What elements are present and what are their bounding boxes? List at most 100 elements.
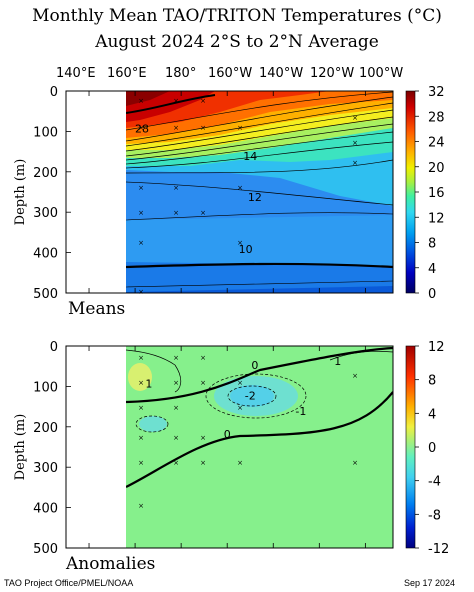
y-tick-label: 400	[33, 502, 58, 517]
svg-text:×: ×	[138, 184, 144, 192]
colorbar-tick-label: 8	[428, 374, 436, 389]
svg-text:×: ×	[200, 434, 206, 442]
svg-text:×: ×	[173, 124, 179, 132]
y-tick-label: 500	[33, 542, 58, 557]
svg-text:×: ×	[138, 124, 144, 132]
colorbar-tick-label: 4	[428, 407, 436, 422]
svg-text:×: ×	[173, 459, 179, 467]
y-tick-label: 300	[33, 206, 58, 221]
svg-text:×: ×	[138, 459, 144, 467]
svg-text:×: ×	[138, 502, 144, 510]
svg-text:×: ×	[237, 379, 243, 387]
y-tick-label: 0	[50, 85, 58, 100]
svg-text:×: ×	[173, 209, 179, 217]
x-tick-label-140w: 140°W	[259, 66, 304, 81]
colorbar-tick-label: 28	[428, 110, 445, 125]
svg-text:×: ×	[138, 239, 144, 247]
svg-text:×: ×	[200, 209, 206, 217]
svg-text:×: ×	[352, 159, 358, 167]
contour-label: 12	[248, 191, 262, 204]
svg-text:×: ×	[138, 97, 144, 105]
x-tick-label-140e: 140°E	[56, 66, 96, 81]
colorbar-tick-label: -12	[428, 542, 449, 557]
y-tick-label: 0	[50, 340, 58, 355]
svg-text:×: ×	[352, 372, 358, 380]
anomalies-station-markers: × × × × × × × × × × × × × × × × × × × ×	[138, 354, 358, 510]
chart-title-line2: August 2024 2°S to 2°N Average	[95, 32, 379, 52]
svg-text:×: ×	[173, 184, 179, 192]
anomalies-panel: × × × × × × × × × × × × × × × × × × × ×	[65, 345, 394, 549]
colorbar-tick-label: 20	[428, 161, 445, 176]
svg-text:×: ×	[138, 288, 144, 296]
svg-text:×: ×	[173, 354, 179, 362]
y-tick-label: 400	[33, 247, 58, 262]
contour-label: -1	[295, 405, 306, 418]
colorbar-tick-label: -8	[428, 508, 441, 523]
svg-text:×: ×	[173, 97, 179, 105]
colorbar-tick-label: 32	[428, 85, 445, 100]
means-y-axis-label: Depth (m)	[13, 159, 28, 226]
anomalies-field	[126, 346, 393, 548]
x-tick-label-160w: 160°W	[208, 66, 253, 81]
svg-text:×: ×	[352, 139, 358, 147]
svg-text:×: ×	[200, 124, 206, 132]
footer-date: Sep 17 2024	[404, 578, 456, 588]
svg-text:×: ×	[138, 379, 144, 387]
svg-text:×: ×	[237, 124, 243, 132]
svg-text:×: ×	[352, 114, 358, 122]
y-tick-label: 300	[33, 461, 58, 476]
means-panel: × × × × × × × × × × × × × × × × × × ×	[65, 90, 394, 296]
y-tick-label: 200	[33, 421, 58, 436]
svg-text:×: ×	[138, 404, 144, 412]
colorbar-tick-label: 0	[428, 287, 436, 302]
svg-text:×: ×	[173, 404, 179, 412]
x-tick-label-120w: 120°W	[310, 66, 355, 81]
svg-text:×: ×	[138, 354, 144, 362]
means-field	[126, 91, 393, 293]
anomalies-y-axis-label: Depth (m)	[13, 414, 28, 481]
svg-text:×: ×	[200, 97, 206, 105]
y-tick-label: 500	[33, 287, 58, 302]
y-tick-label: 100	[33, 125, 58, 140]
svg-text:×: ×	[237, 459, 243, 467]
contour-label: 1	[145, 377, 152, 390]
svg-text:×: ×	[200, 379, 206, 387]
colorbar-tick-label: 12	[428, 340, 445, 355]
contour-label: 14	[243, 150, 257, 163]
svg-text:×: ×	[173, 379, 179, 387]
svg-text:×: ×	[138, 209, 144, 217]
contour-label: 10	[239, 243, 253, 256]
y-tick-label: 200	[33, 166, 58, 181]
contour-label: 0	[224, 428, 231, 441]
anomalies-panel-label: Anomalies	[65, 554, 155, 574]
y-tick-label: 100	[33, 380, 58, 395]
contour-label: 1	[334, 355, 341, 368]
colorbar-tick-label: 4	[428, 262, 436, 277]
anomalies-colorbar	[405, 345, 416, 549]
svg-text:×: ×	[352, 459, 358, 467]
footer-credit: TAO Project Office/PMEL/NOAA	[4, 578, 134, 588]
contour-label: -2	[245, 390, 256, 403]
means-station-markers: × × × × × × × × × × × × × × × × × × ×	[138, 97, 358, 296]
svg-text:×: ×	[138, 434, 144, 442]
x-tick-label-100w: 100°W	[359, 66, 404, 81]
contour-label: 0	[251, 359, 258, 372]
svg-text:×: ×	[237, 239, 243, 247]
svg-text:×: ×	[237, 404, 243, 412]
svg-text:×: ×	[173, 434, 179, 442]
chart-title-line1: Monthly Mean TAO/TRITON Temperatures (°C…	[32, 6, 442, 26]
svg-text:×: ×	[200, 459, 206, 467]
means-panel-label: Means	[68, 299, 125, 319]
colorbar-tick-label: 8	[428, 237, 436, 252]
svg-text:×: ×	[237, 184, 243, 192]
colorbar-tick-label: 24	[428, 136, 445, 151]
x-tick-label-160e: 160°E	[107, 66, 147, 81]
colorbar-tick-label: 12	[428, 211, 445, 226]
x-tick-label-180: 180°	[165, 66, 197, 81]
contour-label: 28	[135, 122, 149, 135]
svg-text:×: ×	[200, 354, 206, 362]
means-colorbar	[405, 90, 416, 294]
colorbar-tick-label: 16	[428, 186, 445, 201]
